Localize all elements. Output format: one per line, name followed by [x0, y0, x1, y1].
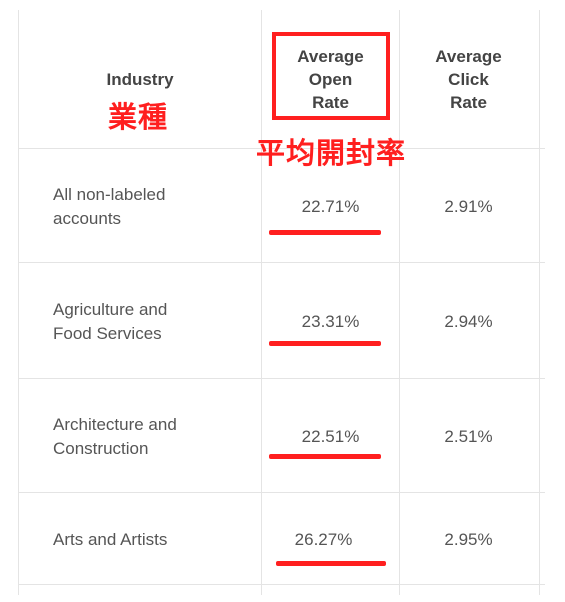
header-click-rate-line-3: Rate	[450, 93, 487, 112]
table-row-2-open-rate: 23.31%	[301, 312, 360, 331]
table-row-1-open-rate: 22.71%	[301, 197, 360, 216]
row-divider-1	[18, 262, 545, 263]
table-row-4-open-rate: 26.27%	[294, 530, 353, 549]
table-border-left	[18, 10, 19, 595]
row-4-industry-line-1: Arts and Artists	[53, 530, 168, 549]
row-divider-3	[18, 492, 545, 493]
header-click-rate-line-2: Click	[448, 70, 489, 89]
row-1-industry-line-1: All non-labeled	[53, 185, 166, 204]
row-2-industry-line-1: Agriculture and	[53, 300, 168, 319]
header-click-rate-line-1: Average	[435, 47, 502, 66]
open-rate-underline-4	[276, 561, 386, 566]
row-2-industry-line-2: Food Services	[53, 324, 162, 343]
header-open-rate-line-1: Average	[297, 47, 364, 66]
row-divider-4	[18, 584, 545, 585]
header-open-rate-line-3: Rate	[312, 93, 349, 112]
table-row-3-industry: Architecture and Construction	[53, 413, 253, 461]
column-divider-open	[261, 10, 262, 595]
table-row-2-click-rate: 2.94%	[444, 312, 493, 331]
header-divider	[18, 148, 545, 149]
open-rate-underline-1	[269, 230, 381, 235]
row-3-industry-line-1: Architecture and	[53, 415, 177, 434]
open-rate-underline-3	[269, 454, 381, 459]
header-click-rate: Average Click Rate	[400, 45, 537, 114]
table-row-2-industry: Agriculture and Food Services	[53, 298, 253, 346]
open-rate-underline-2	[269, 341, 381, 346]
industry-annotation-label: 業種	[108, 100, 169, 134]
table-row-3-open-rate: 22.51%	[301, 427, 360, 446]
open-rate-annotation-label: 平均開封率	[256, 136, 407, 170]
header-open-rate-line-2: Open	[308, 70, 353, 89]
table-row-3-click-rate: 2.51%	[444, 427, 493, 446]
row-divider-2	[18, 378, 545, 379]
table-row-4-industry: Arts and Artists	[53, 528, 253, 552]
column-divider-click	[399, 10, 400, 595]
header-industry-label: Industry	[106, 70, 174, 89]
open-rate-highlight-box	[272, 32, 390, 120]
header-open-rate: Average Open Rate	[262, 45, 399, 114]
column-divider-right	[539, 10, 540, 595]
header-industry: Industry	[40, 68, 240, 91]
row-1-industry-line-2: accounts	[53, 209, 122, 228]
table-row-1-click-rate: 2.91%	[444, 197, 493, 216]
row-3-industry-line-2: Construction	[53, 439, 149, 458]
table-row-1-industry: All non-labeled accounts	[53, 183, 253, 231]
table-row-4-click-rate: 2.95%	[444, 530, 493, 549]
